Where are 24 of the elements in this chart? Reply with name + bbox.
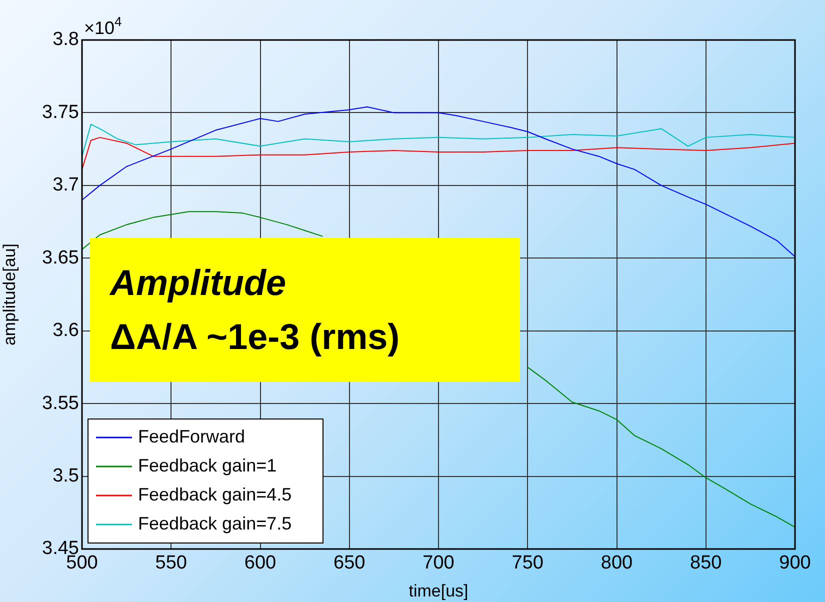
y-tick-label: 3.7: [52, 174, 79, 196]
y-axis-title: amplitude[au]: [0, 243, 19, 346]
x-axis-title: time[us]: [408, 581, 468, 600]
legend-label: Feedback gain=1: [138, 455, 277, 476]
legend-label: Feedback gain=7.5: [138, 513, 292, 534]
x-tick-label: 850: [690, 552, 722, 574]
y-tick-label: 3.55: [42, 392, 79, 414]
y-tick-label: 3.8: [52, 29, 79, 50]
x-tick-label: 900: [779, 552, 811, 574]
x-tick-label: 650: [334, 552, 366, 574]
annotation: ΔA/A ~1e-3 (rms): [110, 315, 401, 359]
y-tick-label: 3.65: [42, 247, 79, 268]
y-tick-label: 3.5: [52, 466, 79, 487]
x-tick-label: 800: [600, 552, 633, 574]
x-tick-label: 750: [512, 552, 544, 574]
legend-label: FeedForward: [138, 426, 246, 446]
annotation: Amplitude: [110, 261, 287, 305]
x-tick-label: 550: [155, 552, 187, 574]
x-tick-label: 600: [244, 552, 276, 574]
x-tick-label: 700: [422, 552, 454, 574]
text-box: Amplitude ΔA/A ~1e-3 (rms): [90, 238, 520, 382]
y-tick-label: 3.75: [42, 102, 79, 123]
y-tick-label: 3.6: [52, 320, 79, 342]
legend-label: Feedback gain=4.5: [138, 484, 292, 504]
